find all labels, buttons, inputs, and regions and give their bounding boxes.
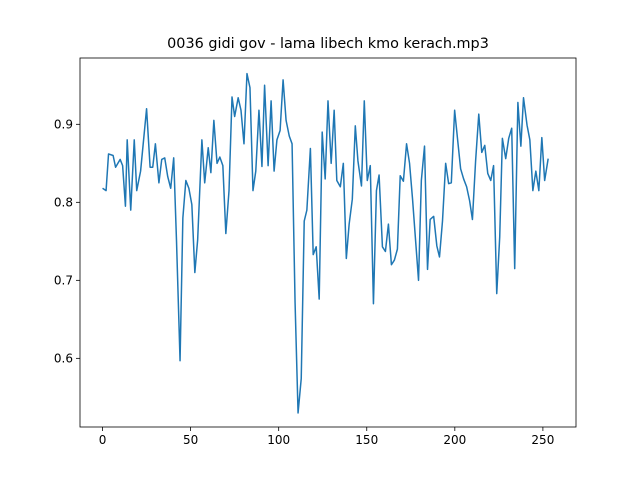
x-tick-label: 100	[267, 433, 290, 447]
x-tick-label: 200	[443, 433, 466, 447]
y-tick-label: 0.7	[54, 273, 73, 287]
chart-title: 0036 gidi gov - lama libech kmo kerach.m…	[167, 36, 489, 52]
y-tick-label: 0.8	[54, 195, 73, 209]
x-tick-label: 50	[183, 433, 198, 447]
y-tick-label: 0.9	[54, 117, 73, 131]
x-tick-label: 150	[355, 433, 378, 447]
x-tick-label: 250	[531, 433, 554, 447]
data-line	[102, 72, 549, 414]
x-tick-label: 0	[99, 433, 107, 447]
y-tick-label: 0.6	[54, 351, 73, 365]
axes-frame	[79, 57, 577, 428]
